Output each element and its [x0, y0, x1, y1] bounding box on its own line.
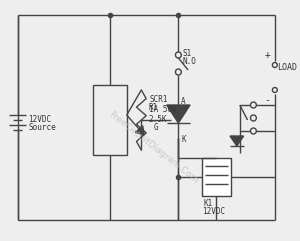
- Text: G: G: [154, 123, 159, 133]
- Text: SCR1: SCR1: [149, 95, 168, 105]
- Text: -: -: [264, 95, 270, 105]
- Bar: [202, 158, 231, 196]
- Text: Source: Source: [28, 123, 56, 133]
- Text: K: K: [181, 135, 186, 145]
- Text: LOAD: LOAD: [277, 63, 297, 72]
- Text: N.O: N.O: [182, 58, 196, 67]
- Text: K1: K1: [204, 200, 213, 208]
- Text: FreeCircuitDiagram.Com: FreeCircuitDiagram.Com: [108, 110, 200, 186]
- Text: A: A: [181, 98, 186, 107]
- Text: +: +: [264, 50, 270, 60]
- Text: R1: R1: [148, 103, 158, 113]
- Polygon shape: [230, 136, 244, 146]
- Text: 2.5K: 2.5K: [148, 115, 166, 125]
- Text: 12VDC: 12VDC: [202, 208, 225, 216]
- Text: S1: S1: [182, 48, 191, 58]
- Polygon shape: [167, 105, 190, 123]
- Text: 12VDC: 12VDC: [28, 115, 51, 125]
- Polygon shape: [135, 126, 144, 135]
- Text: 1A 50V: 1A 50V: [149, 106, 177, 114]
- Bar: [93, 85, 127, 155]
